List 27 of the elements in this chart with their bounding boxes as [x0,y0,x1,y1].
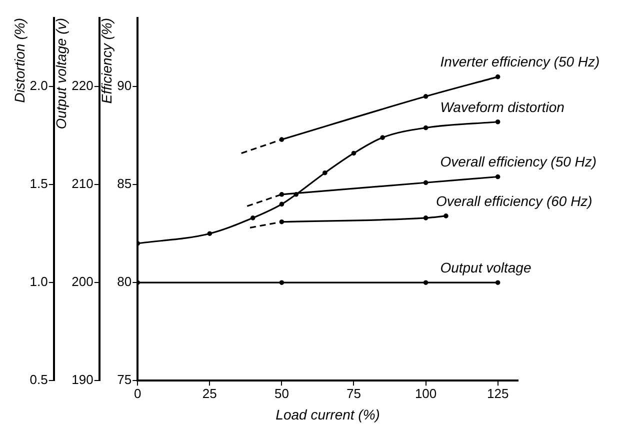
series-label: Inverter efficiency (50 Hz) [440,54,600,70]
x-tick-label: 75 [346,386,361,401]
y2-tick-label: 200 [72,274,94,290]
y-tick-label: 80 [117,274,132,290]
y2-tick-label: 210 [72,176,94,192]
y-tick-label: 90 [117,78,132,94]
y-tick-label: 85 [117,176,132,192]
series-label: Overall efficiency (60 Hz) [436,192,592,209]
x-tick-label: 100 [414,386,437,401]
y2-tick-label: 220 [72,78,94,94]
x-tick-label: 25 [202,386,217,401]
x-tick-label: 50 [274,386,289,401]
y3-tick-label: 1.5 [30,176,48,192]
y-axis-title: Efficiency (%) [98,18,115,104]
x-tick-label: 0 [134,386,142,401]
series-label: Overall efficiency (50 Hz) [440,154,597,170]
y3-tick-label: 2.0 [30,78,48,94]
y3-tick-label: 1.0 [30,274,48,290]
y3-tick-label: 0.5 [30,372,48,388]
y2-tick-label: 190 [72,372,94,388]
series-label: Waveform distortion [440,98,565,115]
series-label: Output voltage [440,259,532,276]
y3-axis-title: Distortion (%) [11,18,28,103]
y-tick-label: 75 [117,372,132,388]
x-tick-label: 125 [486,386,509,401]
y2-axis-title: Output voltage (v) [53,18,70,130]
x-axis-title: Load current (%) [276,406,380,422]
